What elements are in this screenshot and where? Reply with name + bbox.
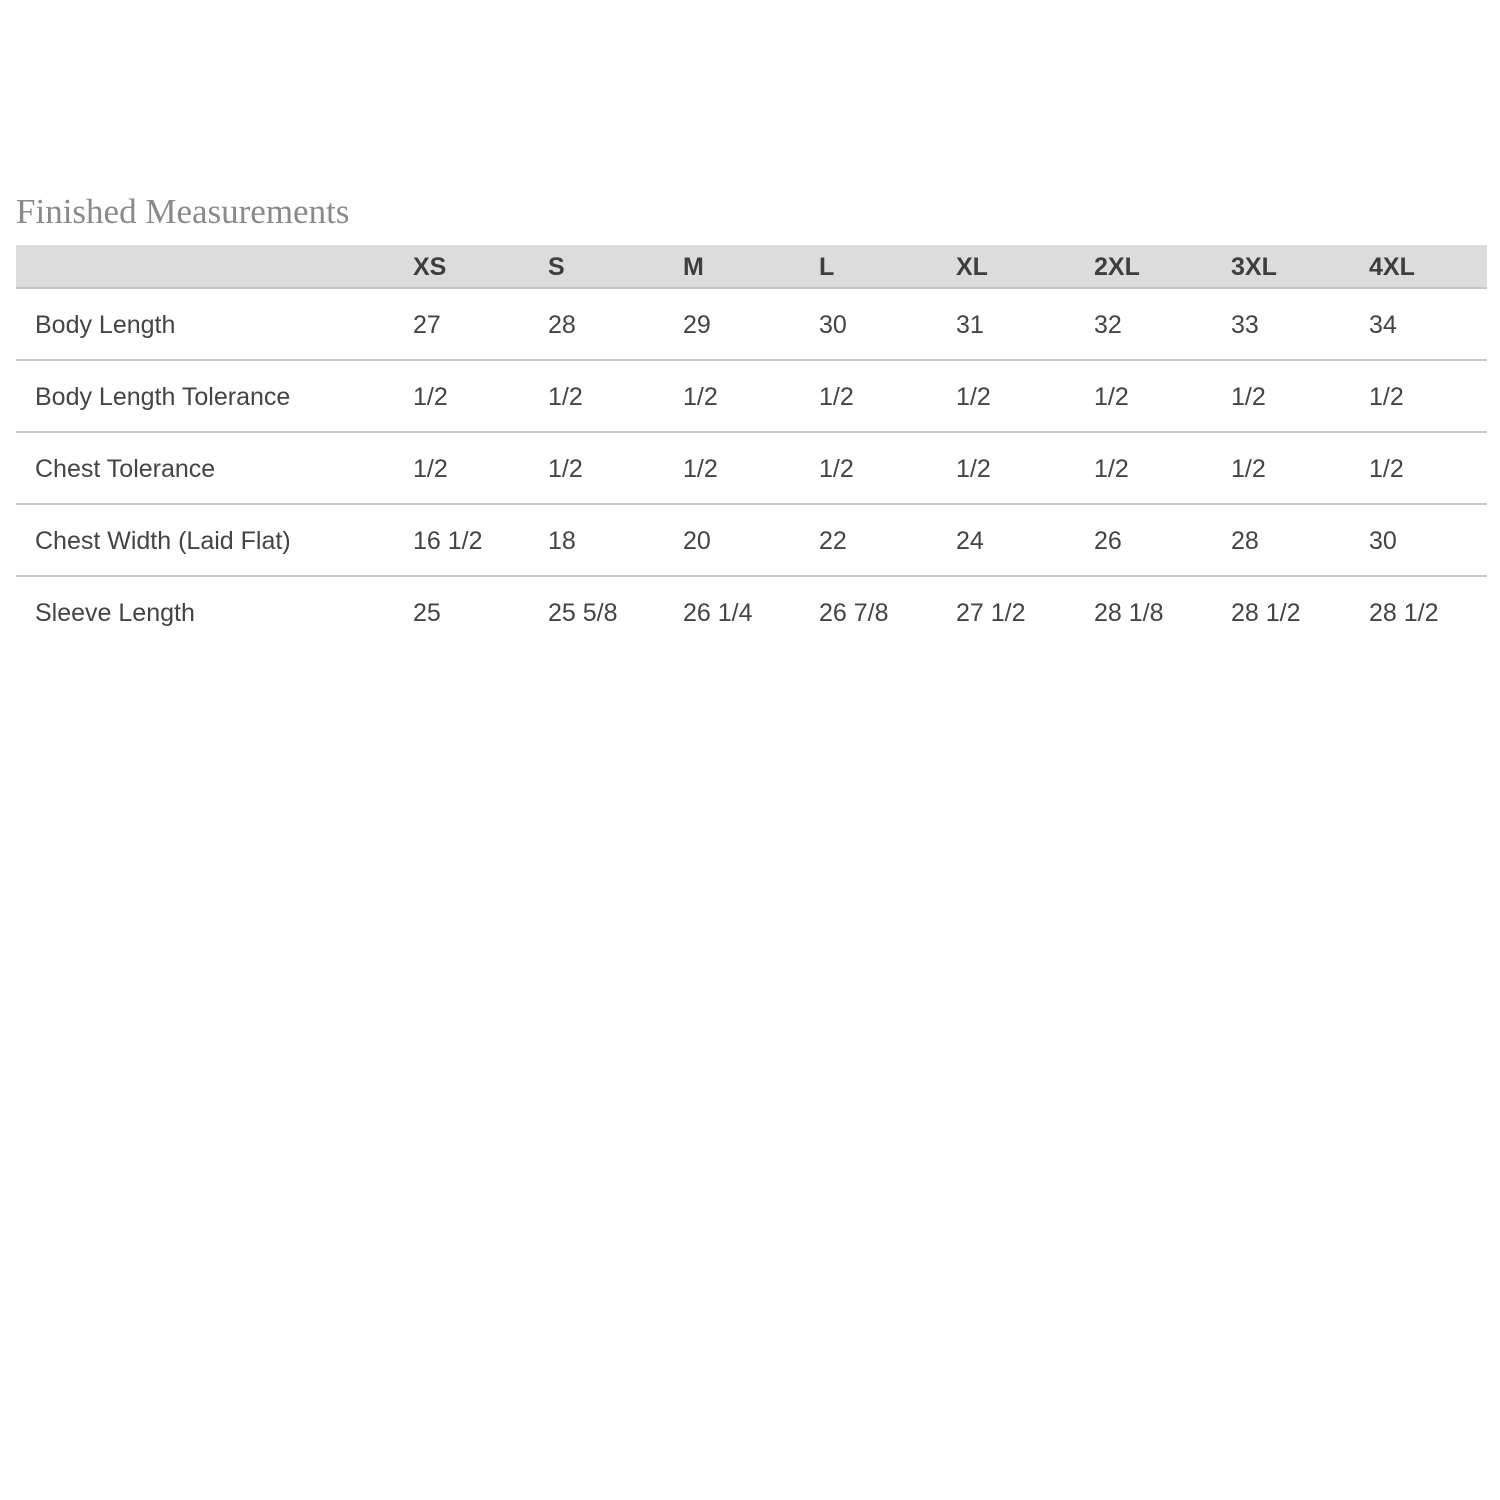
table-cell: 25 bbox=[413, 599, 441, 627]
size-chart-table: XS S M L XL 2XL 3XL 4XL Body Length 27 28 29 30 31 32… bbox=[16, 245, 1487, 647]
table-row: Body Length 27 28 29 30 31 32 33 34 bbox=[16, 289, 1487, 361]
table-cell: 1/2 bbox=[548, 383, 583, 411]
table-cell: 28 1/8 bbox=[1094, 599, 1164, 627]
column-header-m: M bbox=[683, 253, 704, 281]
table-cell: 1/2 bbox=[819, 383, 854, 411]
table-cell: 26 1/4 bbox=[683, 599, 753, 627]
table-cell: 22 bbox=[819, 527, 847, 555]
table-cell: 33 bbox=[1231, 311, 1259, 339]
table-row: Sleeve Length 25 25 5/8 26 1/4 26 7/8 27 1/2 2… bbox=[16, 577, 1487, 647]
table-cell: 28 1/2 bbox=[1231, 599, 1301, 627]
table-cell: 1/2 bbox=[1369, 455, 1404, 483]
table-cell: 34 bbox=[1369, 311, 1397, 339]
table-cell: 1/2 bbox=[956, 455, 991, 483]
column-header-xl: XL bbox=[956, 253, 988, 281]
row-label: Body Length bbox=[35, 311, 176, 339]
table-cell: 1/2 bbox=[819, 455, 854, 483]
table-cell: 1/2 bbox=[683, 383, 718, 411]
table-cell: 16 1/2 bbox=[413, 527, 483, 555]
table-cell: 27 1/2 bbox=[956, 599, 1026, 627]
column-header-4xl: 4XL bbox=[1369, 253, 1415, 281]
column-header-2xl: 2XL bbox=[1094, 253, 1140, 281]
table-row: Chest Tolerance 1/2 1/2 1/2 1/2 1/2 1/2 1/2 1/2 bbox=[16, 433, 1487, 505]
table-header-row: XS S M L XL 2XL 3XL 4XL bbox=[16, 245, 1487, 289]
table-cell: 28 bbox=[1231, 527, 1259, 555]
table-cell: 31 bbox=[956, 311, 984, 339]
table-cell: 27 bbox=[413, 311, 441, 339]
table-cell: 1/2 bbox=[1231, 383, 1266, 411]
page-title: Finished Measurements bbox=[16, 192, 350, 231]
table-cell: 1/2 bbox=[683, 455, 718, 483]
table-cell: 18 bbox=[548, 527, 576, 555]
table-cell: 20 bbox=[683, 527, 711, 555]
table-cell: 1/2 bbox=[548, 455, 583, 483]
row-label: Sleeve Length bbox=[35, 599, 195, 627]
table-cell: 25 5/8 bbox=[548, 599, 618, 627]
table-cell: 26 7/8 bbox=[819, 599, 889, 627]
table-cell: 32 bbox=[1094, 311, 1122, 339]
table-cell: 1/2 bbox=[413, 455, 448, 483]
table-cell: 30 bbox=[1369, 527, 1397, 555]
row-label: Chest Tolerance bbox=[35, 455, 216, 483]
column-header-xs: XS bbox=[413, 253, 447, 281]
table-row: Body Length Tolerance 1/2 1/2 1/2 1/2 1/2 1/2 1… bbox=[16, 361, 1487, 433]
column-header-l: L bbox=[819, 253, 835, 281]
table-cell: 1/2 bbox=[956, 383, 991, 411]
table-cell: 1/2 bbox=[1231, 455, 1266, 483]
table-cell: 1/2 bbox=[413, 383, 448, 411]
table-cell: 29 bbox=[683, 311, 711, 339]
table-row: Chest Width (Laid Flat) 16 1/2 18 20 22 24 26 2… bbox=[16, 505, 1487, 577]
table-cell: 28 bbox=[548, 311, 576, 339]
column-header-3xl: 3XL bbox=[1231, 253, 1277, 281]
row-label: Chest Width (Laid Flat) bbox=[35, 527, 291, 555]
row-label: Body Length Tolerance bbox=[35, 383, 291, 411]
table-cell: 1/2 bbox=[1094, 383, 1129, 411]
table-cell: 26 bbox=[1094, 527, 1122, 555]
table-cell: 28 1/2 bbox=[1369, 599, 1439, 627]
table-cell: 1/2 bbox=[1094, 455, 1129, 483]
column-header-s: S bbox=[548, 253, 565, 281]
table-cell: 1/2 bbox=[1369, 383, 1404, 411]
table-cell: 24 bbox=[956, 527, 984, 555]
table-cell: 30 bbox=[819, 311, 847, 339]
